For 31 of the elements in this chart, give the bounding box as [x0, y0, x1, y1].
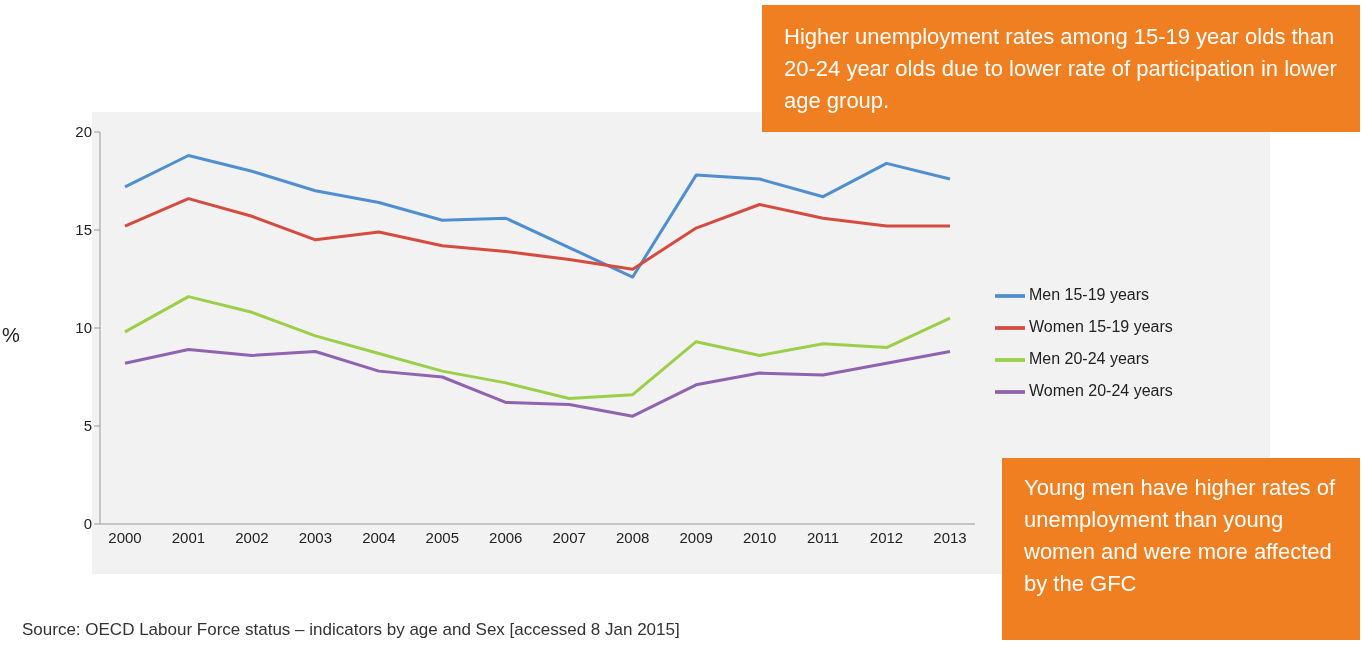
- legend-label: Men 15-19 years: [1029, 286, 1150, 303]
- x-tick-label: 2011: [806, 528, 840, 546]
- y-axis-title: %: [2, 324, 20, 347]
- x-tick-label: 2013: [933, 528, 967, 546]
- line-series: [123, 154, 952, 279]
- x-tick-label: 2009: [679, 528, 713, 546]
- legend-label: Women 20-24 years: [1029, 382, 1173, 399]
- y-tick-label: 15: [75, 221, 92, 239]
- legend-label: Women 15-19 years: [1029, 318, 1173, 335]
- x-tick-label: 2007: [552, 528, 586, 546]
- y-tick-label: 5: [83, 417, 92, 435]
- x-tick-label: 2002: [235, 528, 269, 546]
- line-series: [123, 197, 952, 271]
- x-tick-label: 2008: [616, 528, 650, 546]
- legend-label: Men 20-24 years: [1029, 350, 1150, 367]
- source-note: Source: OECD Labour Force status – indicators by age and Sex [accessed 8 Jan 2015]: [22, 620, 680, 640]
- x-tick-label: 2001: [171, 528, 206, 546]
- x-tick-label: 2000: [108, 528, 142, 546]
- x-tick-label: 2012: [869, 528, 904, 546]
- callout-box: Higher unemployment rates among 15-19 year olds than 20-24 year olds due to lower rate of participation in lower age group.: [762, 5, 1360, 132]
- y-tick-label: 0: [83, 515, 92, 533]
- line-series: [123, 295, 952, 401]
- x-tick-label: 2006: [489, 528, 523, 546]
- x-tick-label: 2004: [362, 528, 396, 546]
- line-series: [123, 348, 952, 418]
- x-tick-label: 2003: [298, 528, 333, 546]
- callout-box: Young men have higher rates of unemployment than young women and were more affected by the GFC: [1002, 458, 1360, 640]
- y-tick-label: 20: [75, 123, 92, 141]
- x-tick-label: 2005: [425, 528, 459, 546]
- y-tick-label: 10: [75, 319, 92, 337]
- x-tick-label: 2010: [742, 528, 777, 546]
